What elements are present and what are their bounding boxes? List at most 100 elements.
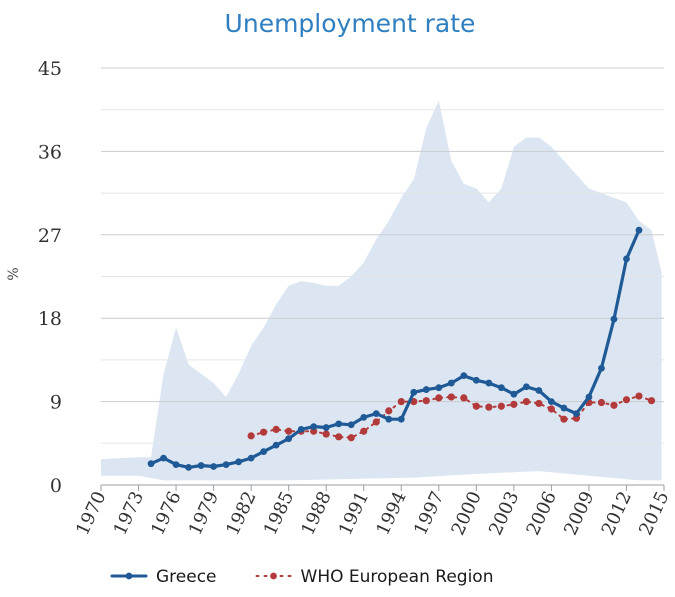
- grid-layer: [101, 67, 664, 486]
- data-point-who-european-region: [472, 402, 480, 410]
- data-point-greece: [598, 364, 605, 372]
- legend-marker-who-european-region: [270, 572, 277, 580]
- data-point-greece: [285, 435, 293, 443]
- x-tick-label: 1979: [185, 488, 223, 538]
- x-tick-label: 1970: [72, 488, 110, 538]
- data-point-who-european-region: [385, 407, 393, 415]
- data-point-greece: [172, 461, 180, 469]
- range-band-layer: [101, 100, 662, 481]
- x-tick-label: 2009: [560, 488, 598, 538]
- x-tick-label: 1988: [297, 488, 335, 538]
- data-point-who-european-region: [285, 427, 293, 435]
- data-point-who-european-region: [435, 394, 443, 402]
- data-point-greece: [573, 410, 580, 418]
- legend-marker-greece: [125, 572, 133, 580]
- x-tick-label: 2006: [523, 488, 561, 538]
- data-point-greece: [497, 384, 505, 392]
- data-point-who-european-region: [560, 415, 568, 423]
- data-point-greece: [310, 423, 318, 431]
- data-point-greece: [372, 410, 380, 418]
- data-point-greece: [210, 463, 218, 470]
- data-point-greece: [197, 462, 205, 469]
- legend-label-who-european-region: WHO European Region: [301, 567, 494, 587]
- data-point-greece: [422, 386, 430, 393]
- data-point-who-european-region: [360, 427, 368, 435]
- data-point-who-european-region: [335, 433, 343, 441]
- data-point-greece: [435, 384, 443, 392]
- data-point-who-european-region: [497, 402, 505, 410]
- x-tick-label: 2003: [485, 488, 523, 538]
- y-tick-label: 9: [50, 392, 62, 414]
- data-point-who-european-region: [510, 400, 518, 408]
- data-point-who-european-region: [485, 403, 493, 411]
- data-point-greece: [235, 458, 243, 466]
- data-point-greece: [260, 448, 268, 456]
- data-point-who-european-region: [447, 393, 455, 401]
- data-point-who-european-region: [610, 401, 618, 409]
- y-tick-label: 0: [50, 475, 62, 497]
- data-point-who-european-region: [422, 397, 430, 405]
- data-point-who-european-region: [535, 399, 543, 408]
- data-point-greece: [147, 460, 155, 468]
- chart-title: Unemployment rate: [225, 9, 476, 38]
- data-point-greece: [585, 393, 593, 401]
- data-point-greece: [623, 255, 630, 263]
- x-tick-layer: 1970 1973 1976 1979 1982 1985 1988 1991 1994 1997…: [72, 484, 674, 539]
- data-point-greece: [272, 441, 280, 449]
- data-point-who-european-region: [397, 398, 405, 406]
- data-point-greece: [335, 420, 343, 428]
- data-point-greece: [185, 463, 192, 471]
- data-point-greece: [548, 398, 555, 405]
- data-point-greece: [510, 390, 518, 398]
- data-point-greece: [360, 413, 368, 421]
- data-point-who-european-region: [547, 405, 556, 413]
- data-point-greece: [535, 387, 543, 394]
- data-point-who-european-region: [597, 398, 606, 407]
- data-point-greece: [297, 426, 305, 433]
- data-point-greece: [160, 454, 167, 462]
- data-point-who-european-region: [372, 418, 380, 426]
- x-tick-label: 1973: [110, 488, 148, 538]
- data-point-greece: [410, 388, 418, 396]
- data-point-greece: [610, 315, 618, 323]
- y-tick-label: 27: [38, 225, 62, 247]
- data-point-greece: [447, 379, 455, 387]
- data-point-greece: [397, 415, 405, 423]
- y-tick-label: 36: [38, 141, 62, 163]
- data-point-greece: [385, 415, 393, 423]
- data-point-who-european-region: [622, 396, 631, 404]
- x-tick-label: 2015: [635, 488, 673, 538]
- data-point-who-european-region: [347, 434, 355, 442]
- legend-label-greece: Greece: [156, 567, 217, 587]
- data-point-who-european-region: [260, 428, 268, 436]
- x-tick-label: 2012: [598, 488, 636, 538]
- data-point-greece: [222, 461, 230, 469]
- data-point-greece: [635, 226, 643, 234]
- data-point-who-european-region: [322, 430, 330, 438]
- data-point-who-european-region: [647, 397, 656, 405]
- data-point-who-european-region: [460, 394, 468, 402]
- data-point-greece: [347, 421, 355, 429]
- data-point-greece: [560, 404, 568, 412]
- data-point-who-european-region: [272, 425, 280, 433]
- data-point-greece: [247, 454, 255, 462]
- x-tick-label: 1991: [335, 488, 373, 538]
- y-tick-label: 45: [38, 58, 62, 80]
- x-tick-label: 1982: [222, 488, 260, 538]
- range-band: [101, 100, 662, 481]
- y-axis-label: %: [6, 267, 22, 280]
- data-point-who-european-region: [522, 398, 530, 406]
- legend: Greece WHO European Region: [110, 567, 494, 587]
- x-tick-label: 1994: [372, 488, 410, 538]
- data-point-greece: [522, 383, 530, 391]
- x-tick-label: 2000: [447, 488, 485, 538]
- x-tick-label: 1997: [410, 488, 448, 538]
- series-layer: [147, 226, 656, 471]
- data-point-greece: [460, 372, 468, 380]
- data-point-who-european-region: [635, 392, 643, 400]
- data-point-who-european-region: [247, 432, 255, 440]
- x-tick-label: 1985: [260, 488, 298, 538]
- y-tick-label: 18: [38, 308, 62, 330]
- data-point-greece: [322, 424, 330, 431]
